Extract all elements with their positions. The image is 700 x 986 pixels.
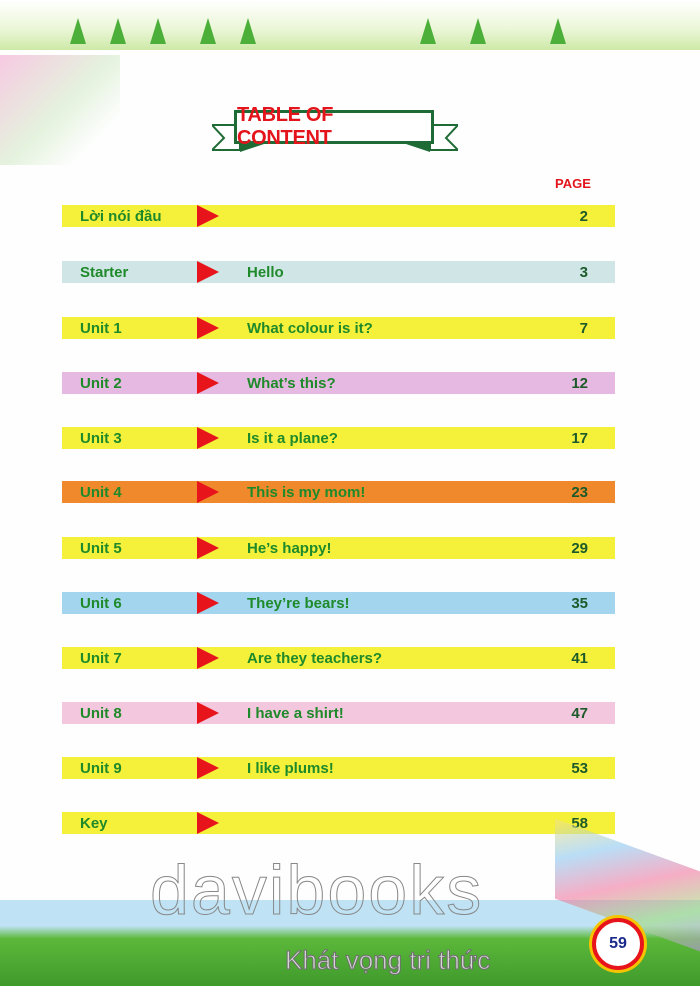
arrow-icon [197, 205, 219, 227]
arrow-icon [197, 647, 219, 669]
toc-row[interactable]: Unit 1 What colour is it? 7 [62, 317, 615, 339]
toc-page: 7 [579, 320, 588, 337]
toc-label: Unit 5 [80, 540, 122, 557]
arrow-icon [197, 537, 219, 559]
watermark-slogan: Khát vọng tri thức [284, 945, 491, 976]
arrow-icon [197, 592, 219, 614]
toc-row[interactable]: Unit 5 He’s happy! 29 [62, 537, 615, 559]
toc-label: Unit 6 [80, 595, 122, 612]
toc-page: 23 [571, 484, 588, 501]
toc-page: 12 [571, 375, 588, 392]
decorative-top-border [0, 0, 700, 50]
toc-page: 41 [571, 650, 588, 667]
toc-page: 29 [571, 540, 588, 557]
toc-page: 3 [579, 264, 588, 281]
page-number-text: 59 [609, 935, 627, 952]
toc-row[interactable]: Unit 3 Is it a plane? 17 [62, 427, 615, 449]
toc-page: 53 [571, 760, 588, 777]
tree-icon [420, 18, 436, 44]
toc-title: They’re bears! [247, 595, 350, 612]
tree-icon [200, 18, 216, 44]
toc-row[interactable]: Unit 6 They’re bears! 35 [62, 592, 615, 614]
toc-label: Lời nói đầu [80, 208, 162, 225]
toc-label: Unit 4 [80, 484, 122, 501]
toc-page: 35 [571, 595, 588, 612]
tree-icon [240, 18, 256, 44]
toc-label: Unit 8 [80, 705, 122, 722]
tree-icon [110, 18, 126, 44]
page-title: TABLE OF CONTENT [237, 104, 334, 149]
toc-row[interactable]: Unit 8 I have a shirt! 47 [62, 702, 615, 724]
toc-label: Unit 2 [80, 375, 122, 392]
tree-icon [470, 18, 486, 44]
toc-row[interactable]: Key 58 [62, 812, 615, 834]
toc-title: I have a shirt! [247, 705, 344, 722]
toc-title: This is my mom! [247, 484, 366, 501]
arrow-icon [197, 481, 219, 503]
toc-page: 17 [571, 430, 588, 447]
tree-icon [70, 18, 86, 44]
arrow-icon [197, 261, 219, 283]
toc-title: Is it a plane? [247, 430, 338, 447]
toc-label: Unit 1 [80, 320, 122, 337]
toc-row[interactable]: Unit 4 This is my mom! 23 [62, 481, 615, 503]
ribbon-icon [212, 124, 458, 152]
toc-page: 47 [571, 705, 588, 722]
toc-row[interactable]: Unit 7 Are they teachers? 41 [62, 647, 615, 669]
toc-label: Unit 9 [80, 760, 122, 777]
arrow-icon [197, 317, 219, 339]
crayons-decoration [0, 55, 120, 165]
title-banner: TABLE OF CONTENT [212, 104, 458, 160]
page-column-header: PAGE [555, 176, 591, 191]
toc-title: Are they teachers? [247, 650, 383, 667]
tree-icon [150, 18, 166, 44]
landscape-decoration [0, 900, 700, 986]
arrow-icon [197, 812, 219, 834]
toc-title: Hello [247, 264, 284, 281]
arrow-icon [197, 427, 219, 449]
toc-title: I like plums! [247, 760, 334, 777]
toc-label: Unit 3 [80, 430, 122, 447]
toc-title: What’s this? [247, 375, 336, 392]
toc-label: Key [80, 815, 108, 832]
toc-label: Unit 7 [80, 650, 122, 667]
banner-box: TABLE OF CONTENT [234, 104, 434, 149]
toc-title: What colour is it? [247, 320, 373, 337]
toc-page: 2 [579, 208, 588, 225]
watermark: davibooks [149, 851, 484, 930]
arrow-icon [197, 372, 219, 394]
toc-row[interactable]: Unit 9 I like plums! 53 [62, 757, 615, 779]
toc-row[interactable]: Unit 2 What’s this? 12 [62, 372, 615, 394]
tree-icon [550, 18, 566, 44]
toc-label: Starter [80, 264, 129, 281]
page-number: 59 [592, 918, 644, 970]
arrow-icon [197, 702, 219, 724]
toc-row[interactable]: Lời nói đầu 2 [62, 205, 615, 227]
toc-title: He’s happy! [247, 540, 332, 557]
toc-row[interactable]: Starter Hello 3 [62, 261, 615, 283]
arrow-icon [197, 757, 219, 779]
